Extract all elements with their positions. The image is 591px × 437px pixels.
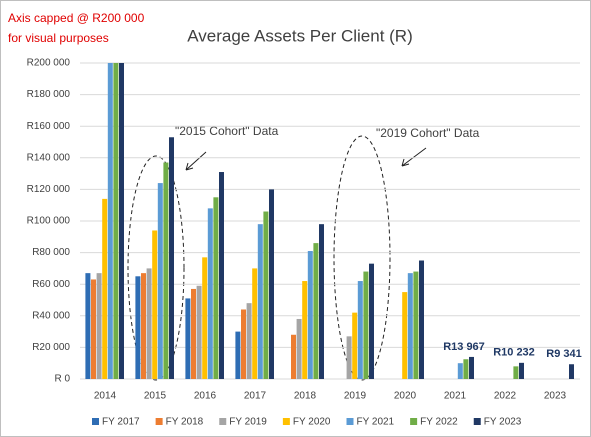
arrows (185, 147, 427, 171)
bar (152, 230, 158, 379)
chart-title: Average Assets Per Client (R) (187, 26, 413, 45)
legend-label: FY 2022 (420, 417, 458, 428)
legend-swatch (155, 418, 163, 425)
legend-label: FY 2017 (102, 417, 140, 428)
y-tick-label: R20 000 (32, 342, 70, 353)
bar (302, 281, 308, 379)
x-tick-label: 2018 (294, 391, 317, 402)
bar (291, 334, 296, 379)
arrow (185, 151, 207, 171)
legend-label: FY 2018 (166, 417, 204, 428)
cohort-ellipse (127, 155, 185, 381)
bar (569, 364, 574, 379)
bar (352, 312, 358, 379)
x-tick-label: 2022 (494, 391, 517, 402)
bar (202, 257, 208, 379)
bar (363, 271, 369, 379)
bar (419, 260, 424, 379)
legend-swatch (346, 418, 354, 425)
bar (213, 197, 219, 379)
x-tick-label: 2016 (194, 391, 217, 402)
bar (146, 268, 152, 379)
bar (513, 366, 519, 379)
y-tick-label: R180 000 (27, 89, 71, 100)
bar (319, 224, 324, 379)
bar (102, 198, 108, 379)
bar (241, 309, 246, 379)
bar (463, 359, 469, 379)
annotation: Axis capped @ R200 000 (8, 11, 145, 25)
x-tick-label: 2015 (144, 391, 167, 402)
bar (85, 273, 91, 379)
annotation: "2019 Cohort" Data (376, 126, 480, 140)
bar (119, 63, 124, 379)
bar (346, 336, 352, 379)
bar (135, 276, 141, 379)
x-tick-label: 2023 (544, 391, 567, 402)
annotation: "2015 Cohort" Data (175, 124, 279, 138)
y-tick-label: R40 000 (32, 310, 70, 321)
bar (219, 172, 224, 379)
value-label: R13 967 (443, 341, 485, 353)
bar (107, 63, 113, 379)
legend-label: FY 2021 (357, 417, 395, 428)
y-tick-label: R 0 (54, 374, 70, 385)
y-tick-label: R60 000 (32, 279, 70, 290)
bar (357, 281, 363, 379)
cohort-ellipse (333, 135, 391, 381)
value-label: R10 232 (493, 347, 535, 359)
x-tick-label: 2021 (444, 391, 467, 402)
bar (163, 162, 169, 379)
bar (519, 362, 524, 379)
legend-swatch (410, 418, 418, 425)
bar (313, 243, 319, 379)
legend-label: FY 2023 (484, 417, 522, 428)
bar (113, 63, 119, 379)
value-label: R9 341 (546, 348, 581, 360)
bar (457, 363, 463, 379)
x-tick-label: 2017 (244, 391, 267, 402)
bar (413, 271, 419, 379)
bar (252, 268, 258, 379)
bar (196, 285, 202, 379)
y-tick-label: R120 000 (27, 184, 71, 195)
x-tick-label: 2020 (394, 391, 417, 402)
annotation: for visual purposes (8, 31, 109, 45)
bar (469, 356, 474, 379)
legend-swatch (282, 418, 290, 425)
bar (191, 288, 196, 379)
legend-label: FY 2019 (229, 417, 267, 428)
bar (307, 251, 313, 379)
y-tick-label: R100 000 (27, 216, 71, 227)
x-tick-label: 2019 (344, 391, 367, 402)
bar (96, 273, 102, 379)
legend-label: FY 2020 (293, 417, 331, 428)
arrow (401, 147, 427, 167)
bar (369, 263, 374, 379)
bar (157, 183, 163, 379)
bar (269, 189, 274, 379)
bar (235, 331, 241, 379)
bar (257, 224, 263, 379)
bar (402, 292, 408, 379)
bar (169, 137, 174, 379)
bar (407, 273, 413, 379)
bar (246, 303, 252, 379)
y-tick-label: R160 000 (27, 121, 71, 132)
legend-swatch (219, 418, 227, 425)
y-tick-label: R140 000 (27, 152, 71, 163)
bar (207, 208, 213, 379)
x-tick-label: 2014 (94, 391, 117, 402)
bar (296, 318, 302, 379)
y-tick-label: R200 000 (27, 58, 71, 69)
bar (263, 211, 269, 379)
legend-swatch (473, 418, 481, 425)
legend-swatch (92, 418, 99, 425)
bar (141, 273, 146, 379)
y-tick-label: R80 000 (32, 247, 70, 258)
bar (185, 298, 191, 379)
bar (91, 279, 96, 379)
